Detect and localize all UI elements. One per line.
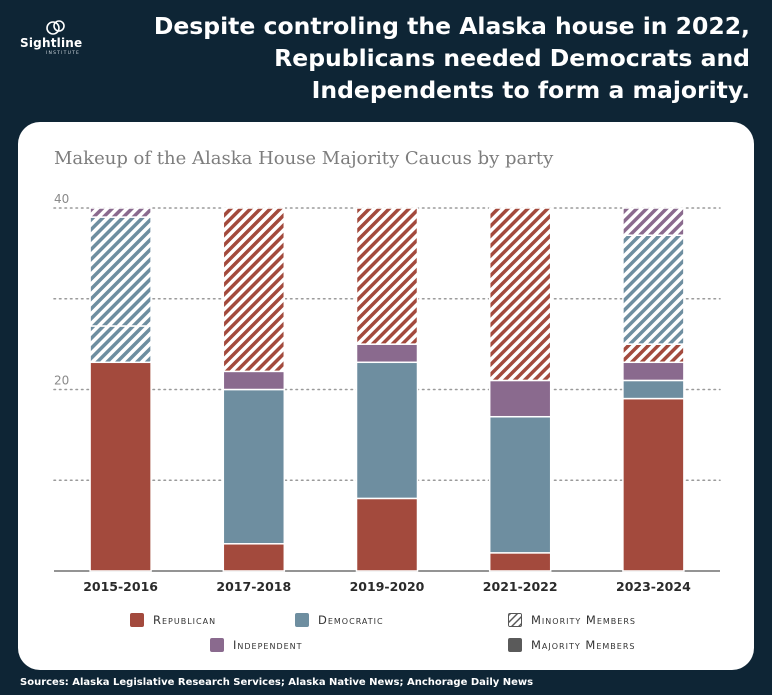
bar-segment-2017-2018-independent-majority (222, 370, 286, 391)
bar-segment-2015-2016-democratic-minority (89, 325, 152, 364)
bar-segment-2023-2024-republican-majority (622, 397, 685, 572)
bar-segment-2019-2020-republican-majority (355, 497, 419, 572)
x-tick-label-2023-2024: 2023-2024 (616, 579, 691, 594)
sightline-logo: Sightline INSTITUTE (20, 18, 100, 58)
bar-segment-2015-2016-republican-majority (89, 361, 152, 572)
bar-segment-2015-2016-independent-minority (89, 207, 152, 218)
headline: Despite controling the Alaska house in 2… (153, 12, 750, 104)
stacked-bar-chart: 20 40 2015-2016 2017-2018 2019-2020 2021-2022… (53, 192, 721, 594)
bar-segment-2023-2024-independent-majority (622, 361, 685, 382)
x-tick-label-2021-2022: 2021-2022 (483, 579, 558, 594)
bar-segment-2021-2022-republican-minority (488, 207, 552, 382)
bar-segment-2021-2022-democratic-majority (488, 415, 552, 554)
y-tick-label-20: 20 (54, 374, 69, 388)
bar-segment-2017-2018-republican-majority (222, 543, 286, 572)
bar-segment-2015-2016-democratic-minority (89, 216, 152, 327)
x-tick-label-2015-2016: 2015-2016 (83, 579, 158, 594)
bar-segment-2021-2022-republican-majority (488, 552, 552, 572)
bar-segment-2023-2024-democratic-majority (622, 379, 685, 400)
bar-segment-2017-2018-democratic-majority (222, 388, 286, 545)
y-tick-label-40: 40 (54, 192, 69, 206)
logo-swirl-icon (46, 20, 65, 35)
bar-segment-2019-2020-democratic-majority (355, 361, 419, 500)
bar-segment-2019-2020-republican-minority (355, 207, 419, 345)
bar-segment-2019-2020-independent-majority (355, 343, 419, 364)
x-tick-label-2019-2020: 2019-2020 (350, 579, 425, 594)
bar-segment-2023-2024-democratic-minority (622, 234, 685, 345)
logo-subtext: INSTITUTE (46, 51, 81, 56)
chart-title: Makeup of the Alaska House Majority Cauc… (54, 148, 554, 169)
chart-card: Makeup of the Alaska House Majority Cauc… (18, 122, 754, 670)
bar-segment-2021-2022-independent-majority (488, 379, 552, 418)
x-tick-label-2017-2018: 2017-2018 (216, 579, 291, 594)
bar-segment-2023-2024-republican-minority (622, 343, 685, 364)
bar-segment-2017-2018-republican-minority (222, 207, 286, 373)
bar-segment-2023-2024-independent-minority (622, 207, 685, 236)
logo-text: Sightline (20, 36, 83, 50)
sources-note: Sources: Alaska Legislative Research Ser… (20, 677, 534, 688)
